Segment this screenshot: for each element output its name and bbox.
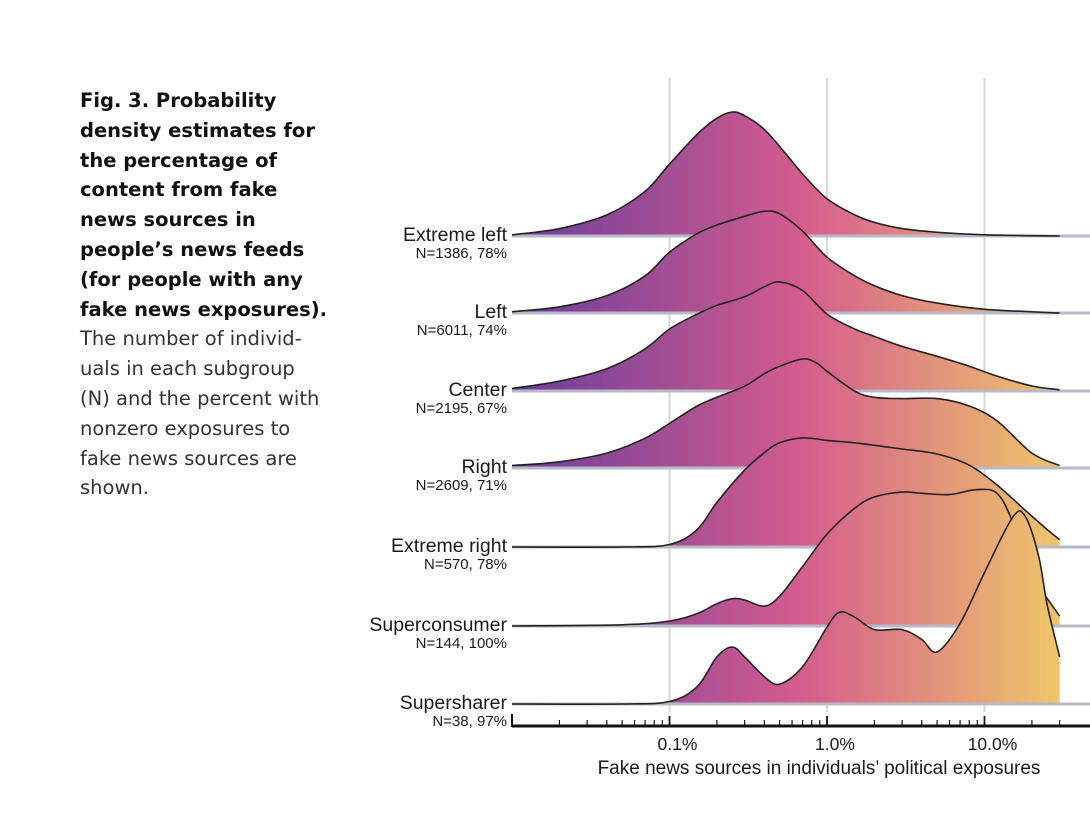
row-label-extreme-right: Extreme right bbox=[391, 535, 508, 557]
ridge-line-extreme-right bbox=[511, 437, 1061, 548]
ridge-fill-extreme-left bbox=[512, 111, 1060, 236]
caption-title: Fig. 3. Probability density estimates fo… bbox=[80, 89, 328, 321]
row-label-right: Right bbox=[461, 456, 507, 478]
row-label-superconsumer: Superconsumer bbox=[369, 614, 507, 636]
row-label-left: Left bbox=[474, 301, 507, 323]
ridge-line-supersharer bbox=[511, 510, 1061, 705]
ridge-fill-superconsumer bbox=[512, 489, 1060, 626]
ridge-fill-right bbox=[512, 358, 1060, 468]
ridge-fill-left bbox=[512, 211, 1060, 313]
row-label-extreme-left: Extreme left bbox=[403, 224, 508, 246]
ridge-supersharer bbox=[511, 510, 1090, 706]
row-sub-supersharer: N=38, 97% bbox=[432, 713, 507, 730]
row-sub-right: N=2609, 71% bbox=[416, 477, 507, 494]
x-axis-title: Fake news sources in individuals’ politi… bbox=[598, 758, 1041, 779]
figure-caption: Fig. 3. Probability density estimates fo… bbox=[80, 86, 330, 503]
x-tick-label-2: 10.0% bbox=[968, 734, 1018, 754]
ridge-line-right bbox=[511, 358, 1060, 467]
ridge-extreme-left bbox=[511, 111, 1090, 238]
ridge-fill-supersharer bbox=[512, 510, 1060, 705]
ridge-fill-center bbox=[512, 281, 1060, 391]
x-tick-label-0: 0.1% bbox=[658, 734, 698, 754]
row-label-center: Center bbox=[448, 379, 507, 401]
ridge-line-left bbox=[511, 210, 1060, 314]
row-sub-extreme-right: N=570, 78% bbox=[424, 556, 507, 573]
row-sub-left: N=6011, 74% bbox=[417, 322, 507, 339]
x-tick-label-1: 1.0% bbox=[815, 734, 855, 754]
ridges bbox=[511, 111, 1090, 706]
ridge-line-extreme-left bbox=[511, 111, 1060, 237]
ridge-line-superconsumer bbox=[511, 488, 1061, 627]
caption-body: The number of individ-uals in each subgr… bbox=[80, 327, 320, 500]
x-axis: 0.1% 1.0% 10.0% Fake news sources in indivi… bbox=[511, 714, 1090, 779]
row-label-supersharer: Supersharer bbox=[400, 692, 508, 714]
row-sub-center: N=2195, 67% bbox=[416, 400, 507, 417]
ridge-line-center bbox=[511, 281, 1060, 391]
row-sub-superconsumer: N=144, 100% bbox=[416, 635, 507, 652]
row-sub-extreme-left: N=1386, 78% bbox=[416, 245, 507, 262]
